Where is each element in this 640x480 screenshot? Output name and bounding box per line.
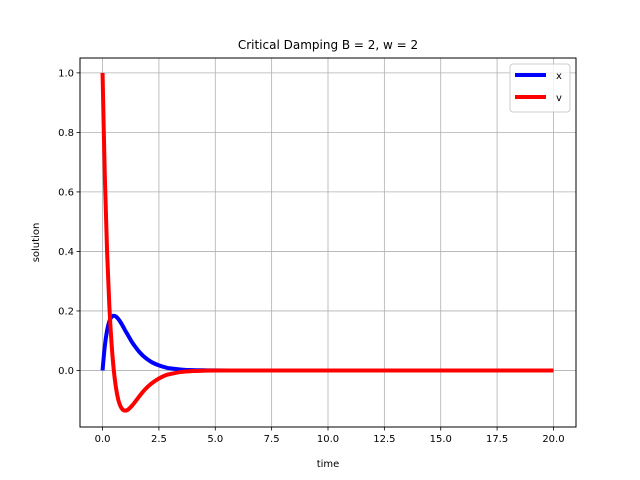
y-tick-label: 0.8 xyxy=(58,128,74,139)
y-tick-label: 0.6 xyxy=(58,187,74,198)
legend-label-v: v xyxy=(556,93,562,104)
x-axis-label: time xyxy=(317,459,340,470)
x-tick-label: 12.5 xyxy=(373,434,395,445)
x-tick-label: 0.0 xyxy=(95,434,111,445)
x-tick-label: 7.5 xyxy=(264,434,280,445)
legend: x v xyxy=(509,63,571,113)
legend-label-x: x xyxy=(556,71,562,82)
y-tick-label: 1.0 xyxy=(58,68,74,79)
x-tick-label: 15.0 xyxy=(430,434,452,445)
x-tick-label: 10.0 xyxy=(317,434,339,445)
y-tick-label: 0.0 xyxy=(58,366,74,377)
axis-ticks: 0.0 2.5 5.0 7.5 10.0 12.5 15.0 17.5 20.0 0.0 0.2 0.… xyxy=(58,68,564,445)
x-tick-label: 5.0 xyxy=(207,434,223,445)
x-tick-label: 20.0 xyxy=(542,434,564,445)
chart-title: Critical Damping B = 2, w = 2 xyxy=(238,38,418,52)
y-axis-label: solution xyxy=(31,223,42,263)
y-tick-label: 0.2 xyxy=(58,306,74,317)
series-line-v xyxy=(100,72,554,413)
y-tick-label: 0.4 xyxy=(58,247,74,258)
x-tick-label: 2.5 xyxy=(151,434,167,445)
x-tick-label: 17.5 xyxy=(486,434,508,445)
plot-area xyxy=(100,72,554,413)
